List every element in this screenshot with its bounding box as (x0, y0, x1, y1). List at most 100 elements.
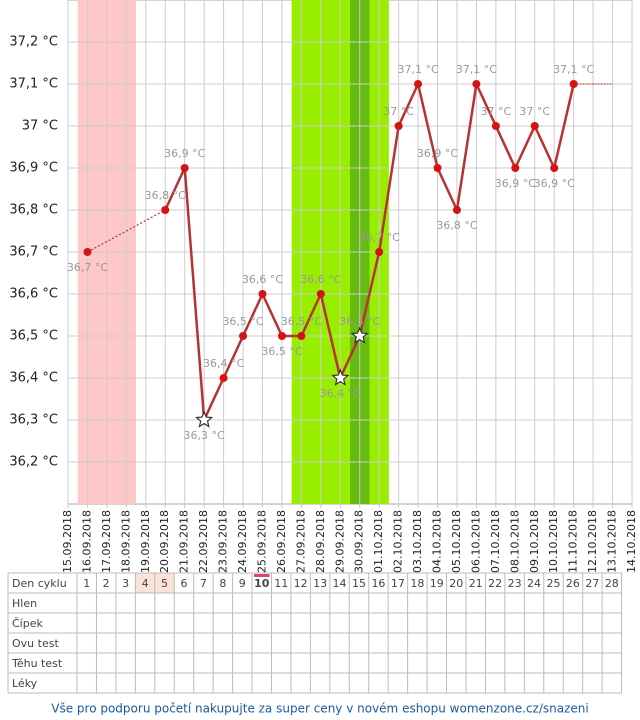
y-tick-label: 36,6 °C (9, 287, 58, 302)
x-tick-label: 28.09.2018 (314, 510, 327, 573)
x-tick-label: 23.09.2018 (217, 510, 230, 573)
x-tick-label: 01.10.2018 (372, 510, 385, 573)
day-number: 12 (294, 577, 308, 590)
day-number: 26 (566, 577, 580, 590)
value-label: 36,8 °C (436, 219, 477, 232)
value-label: 36,4 °C (320, 387, 361, 400)
point (277, 332, 286, 340)
x-tick-label: 10.10.2018 (547, 510, 560, 573)
row-label: Ovu test (12, 637, 59, 650)
point (219, 374, 228, 382)
x-tick-label: 29.09.2018 (333, 510, 346, 573)
day-number: 4 (142, 577, 149, 590)
value-label: 36,8 °C (145, 189, 186, 202)
day-number: 5 (161, 577, 168, 590)
point (180, 164, 189, 172)
point (472, 80, 481, 88)
point (433, 164, 442, 172)
x-tick-label: 12.10.2018 (586, 510, 599, 573)
value-label: 36,5 °C (339, 315, 380, 328)
point (550, 164, 559, 172)
point (258, 290, 267, 298)
day-number: 19 (430, 577, 444, 590)
day-number: 22 (488, 577, 502, 590)
y-tick-label: 37,1 °C (9, 77, 58, 92)
value-label: 36,3 °C (184, 429, 225, 442)
x-tick-label: 07.10.2018 (489, 510, 502, 573)
y-tick-label: 36,3 °C (9, 413, 58, 428)
highlight-cell (135, 573, 155, 593)
point (569, 80, 578, 88)
x-tick-label: 20.09.2018 (158, 510, 171, 573)
x-tick-label: 04.10.2018 (431, 510, 444, 573)
value-label: 36,7 °C (359, 231, 400, 244)
value-label: 36,4 °C (203, 357, 244, 370)
x-tick-label: 21.09.2018 (178, 510, 191, 573)
x-tick-label: 26.09.2018 (275, 510, 288, 573)
value-label: 36,6 °C (242, 273, 283, 286)
row-label: Den cyklu (12, 577, 67, 590)
day-number: 1 (83, 577, 90, 590)
day-number: 3 (122, 577, 129, 590)
star-point (331, 368, 350, 386)
row-label: Hlen (12, 597, 37, 610)
point (239, 332, 248, 340)
day-number: 24 (527, 577, 541, 590)
value-label: 36,5 °C (261, 345, 302, 358)
point (375, 248, 384, 256)
day-number: 11 (274, 577, 288, 590)
y-tick-label: 36,8 °C (9, 203, 58, 218)
row-label: Čípek (12, 617, 43, 630)
day-number: 6 (180, 577, 187, 590)
day-number: 21 (469, 577, 483, 590)
point (297, 332, 306, 340)
value-label: 36,6 °C (300, 273, 341, 286)
day-number: 9 (239, 577, 246, 590)
point (511, 164, 520, 172)
day-number: 28 (605, 577, 619, 590)
point (491, 122, 500, 130)
x-tick-label: 22.09.2018 (197, 510, 210, 573)
x-tick-label: 13.10.2018 (606, 510, 619, 573)
x-tick-label: 08.10.2018 (508, 510, 521, 573)
point (452, 206, 461, 214)
day-number: 17 (391, 577, 405, 590)
value-label: 36,7 °C (67, 261, 108, 274)
day-number: 18 (410, 577, 424, 590)
y-tick-label: 36,2 °C (9, 455, 58, 470)
value-label: 36,9 °C (495, 177, 536, 190)
x-tick-label: 02.10.2018 (392, 510, 405, 573)
x-tick-label: 19.09.2018 (139, 510, 152, 573)
x-tick-label: 17.09.2018 (100, 510, 113, 573)
x-tick-label: 30.09.2018 (353, 510, 366, 573)
value-label: 36,5 °C (222, 315, 263, 328)
day-number: 10 (254, 577, 270, 590)
value-label: 37,1 °C (397, 63, 438, 76)
day-number: 13 (313, 577, 327, 590)
y-tick-label: 36,5 °C (9, 329, 58, 344)
today-marker (254, 574, 270, 577)
star-point (350, 326, 369, 344)
value-label: 37 °C (383, 105, 414, 118)
value-label: 36,9 °C (417, 147, 458, 160)
day-number: 8 (219, 577, 226, 590)
temperature-line (164, 82, 575, 422)
y-tick-label: 36,4 °C (9, 371, 58, 386)
point (161, 206, 170, 214)
x-tick-label: 15.09.2018 (61, 510, 74, 573)
row-label: Léky (12, 677, 38, 690)
value-label: 37 °C (481, 105, 512, 118)
day-number: 16 (371, 577, 385, 590)
point (316, 290, 325, 298)
point (83, 248, 92, 256)
value-label: 37,1 °C (456, 63, 497, 76)
value-label: 37,1 °C (553, 63, 594, 76)
y-tick-label: 36,9 °C (9, 161, 58, 176)
x-tick-label: 25.09.2018 (255, 510, 268, 573)
value-label: 36,9 °C (534, 177, 575, 190)
x-tick-label: 11.10.2018 (567, 510, 580, 573)
x-tick-label: 27.09.2018 (294, 510, 307, 573)
footer: Vše pro podporu početí nakupujte za supe… (51, 702, 588, 716)
x-tick-label: 14.10.2018 (625, 510, 638, 573)
